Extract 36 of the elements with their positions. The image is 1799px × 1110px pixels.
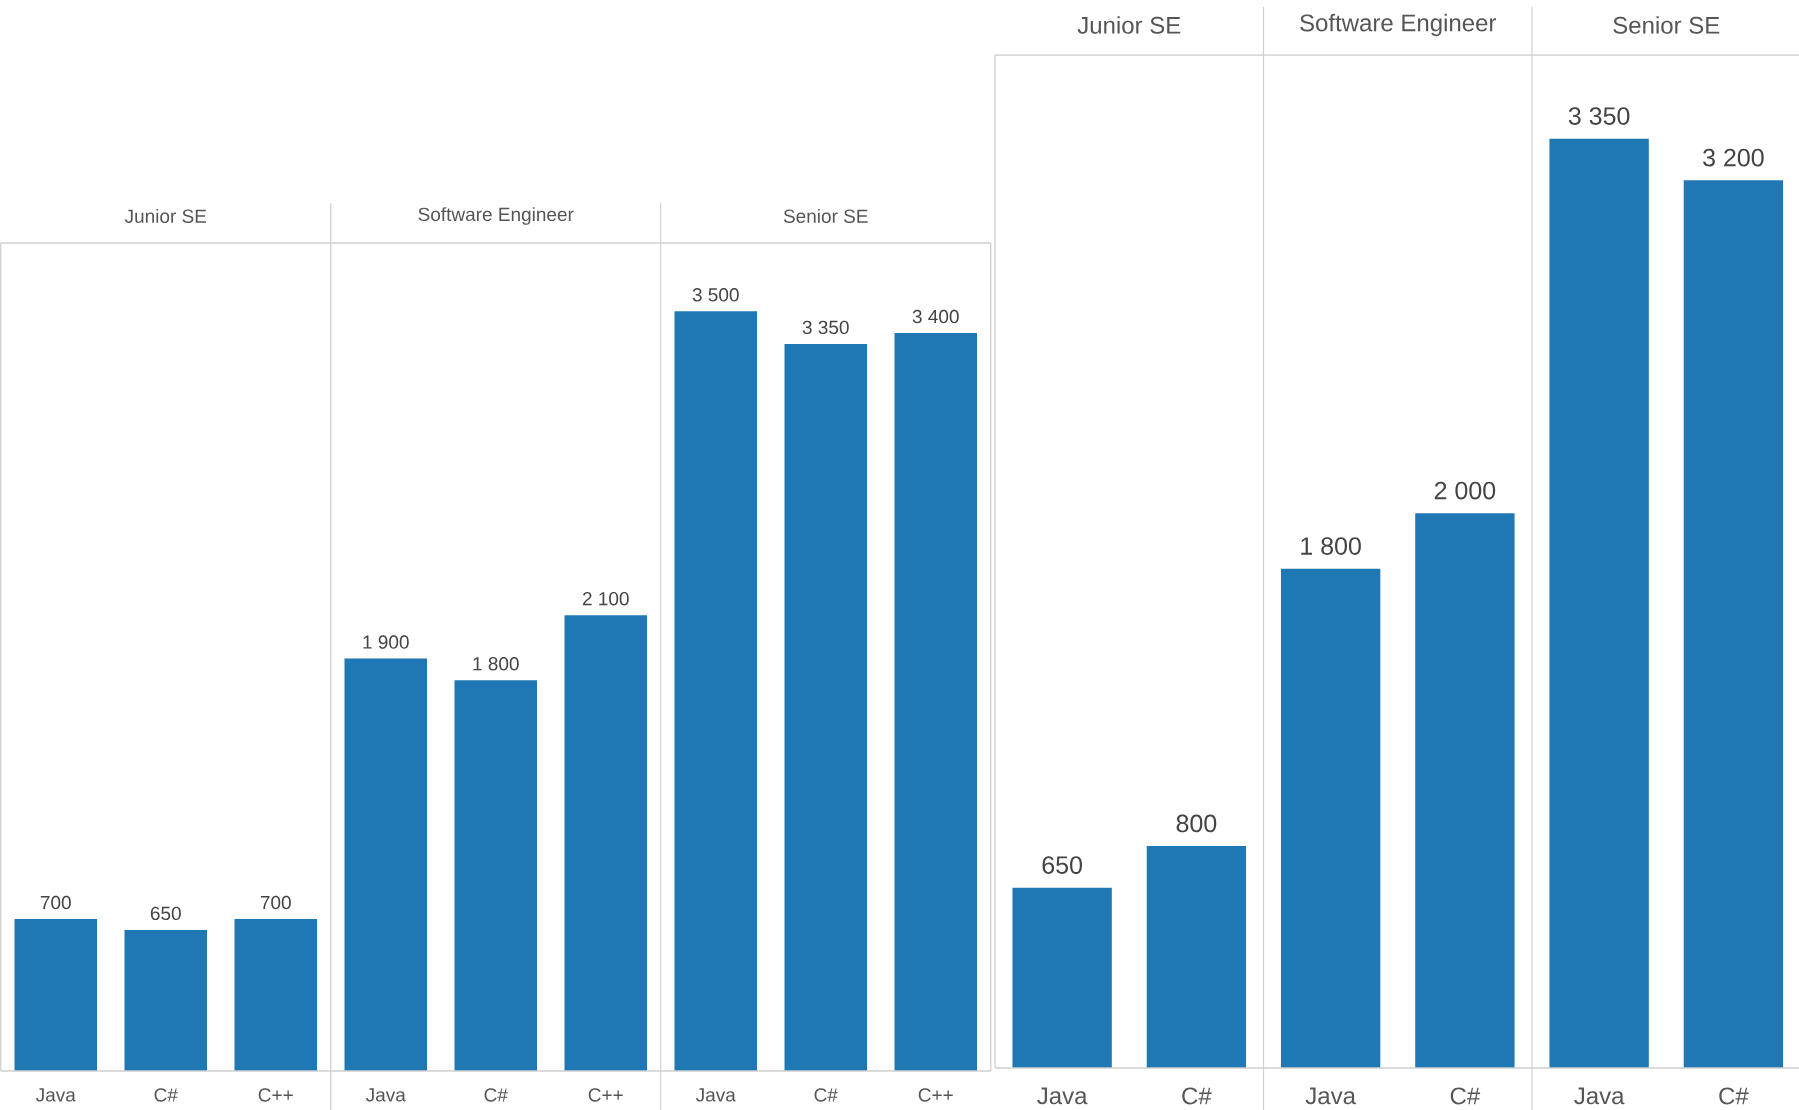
x-tick-label: Java [1037, 1087, 1088, 1105]
data-label: 650 [1042, 856, 1082, 874]
x-tick-label: C# [484, 1088, 508, 1102]
data-label: 1 800 [473, 657, 519, 671]
x-tick-label: Java [1305, 1087, 1356, 1105]
data-label: 3 400 [912, 309, 959, 324]
chart-title: Software Engineer [1300, 13, 1497, 37]
data-label: 1 900 [363, 635, 409, 649]
x-tick-label: C# [814, 1088, 838, 1102]
data-label: 800 [1176, 814, 1217, 833]
x-tick-label: Java [695, 1088, 736, 1102]
chart-title: Junior SE [124, 209, 207, 223]
data-label: 650 [150, 906, 181, 921]
chart-title: Senior SE [783, 209, 868, 223]
data-label: 700 [260, 895, 291, 910]
data-label: 3 350 [1568, 107, 1630, 125]
x-tick-label: C# [1182, 1087, 1212, 1105]
x-tick-label: Java [35, 1088, 76, 1102]
data-label: 700 [40, 895, 71, 910]
x-tick-label: C# [1719, 1087, 1749, 1105]
x-tick-label: C++ [588, 1088, 623, 1102]
x-tick-label: C++ [258, 1088, 293, 1102]
x-tick-label: Java [365, 1088, 406, 1102]
x-tick-label: C# [1450, 1087, 1481, 1105]
chart-title: Senior SE [1613, 16, 1720, 34]
data-label: 3 500 [692, 288, 739, 302]
data-label: 1 800 [1301, 537, 1361, 555]
x-tick-label: C# [154, 1088, 178, 1102]
data-label: 2 000 [1434, 481, 1496, 500]
x-tick-label: C++ [918, 1088, 953, 1102]
chart-title: Software Engineer [418, 207, 574, 225]
data-label: 3 350 [802, 320, 849, 335]
x-tick-label: Java [1574, 1087, 1625, 1105]
data-label: 2 100 [582, 591, 629, 606]
chart-title: Junior SE [1077, 16, 1181, 34]
data-label: 3 200 [1703, 148, 1764, 167]
